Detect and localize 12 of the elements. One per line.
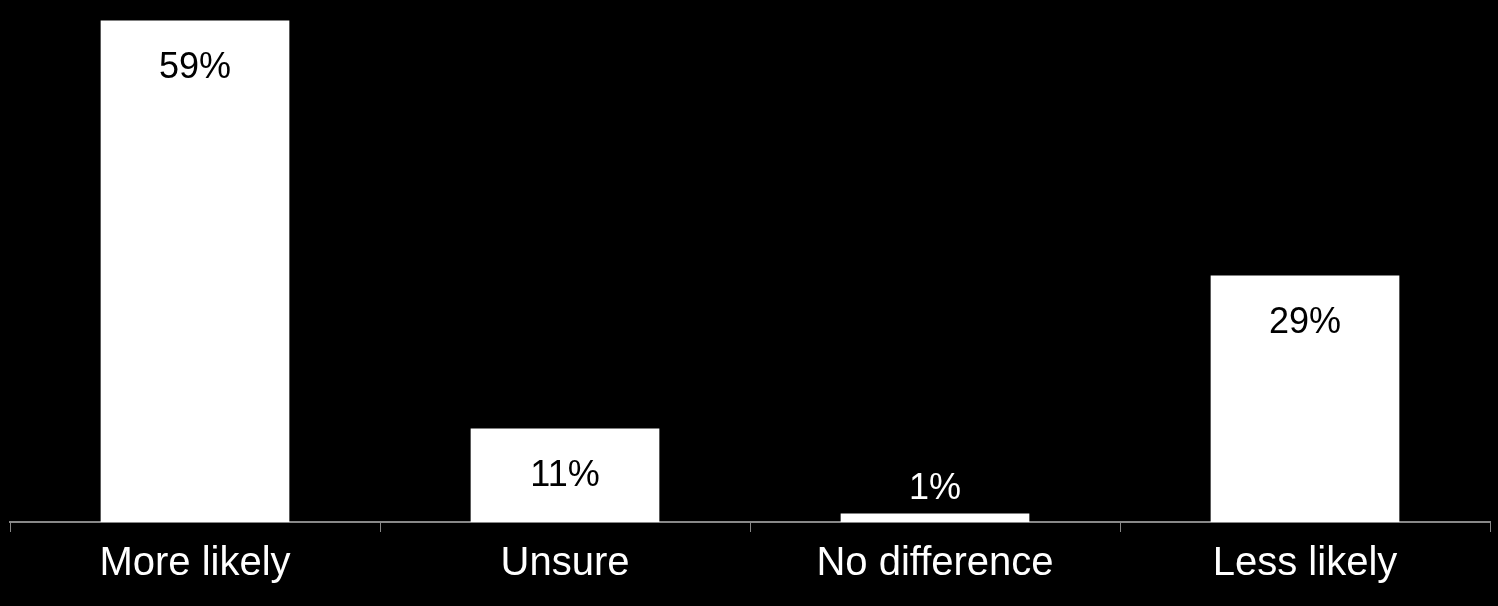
data-label: 11% <box>530 453 600 495</box>
data-label: 59% <box>158 45 232 87</box>
x-tick-label: Less likely <box>1212 539 1398 584</box>
x-tick-label: No difference <box>816 539 1054 584</box>
bar <box>100 20 290 522</box>
bar <box>470 428 660 522</box>
bar <box>1210 275 1400 522</box>
data-label: 29% <box>1268 300 1342 342</box>
bar <box>840 513 1030 522</box>
x-tick-label: More likely <box>99 539 291 584</box>
data-label: 1% <box>908 466 962 508</box>
x-tick-label: Unsure <box>500 539 630 584</box>
